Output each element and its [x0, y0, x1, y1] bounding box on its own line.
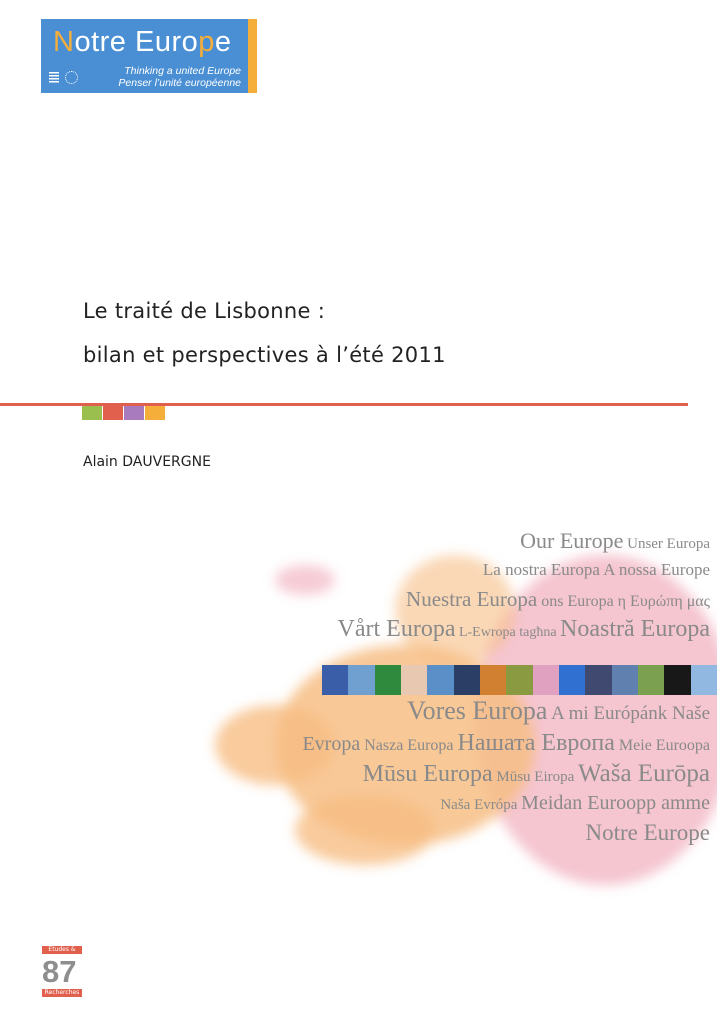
photo-strip — [322, 665, 717, 695]
notre-europe-logo: Notre Europe Thinking a united Europe Pen… — [41, 19, 257, 93]
accent-square — [82, 406, 102, 420]
accent-square — [124, 406, 144, 420]
cover-text-line: Nuestra Europa ons Europa η Ευρώπη μας — [406, 587, 710, 611]
logo-tagline: Thinking a united Europe Penser l’unité e… — [118, 65, 241, 89]
accent-square — [103, 406, 123, 420]
photo-thumbnail — [664, 665, 691, 695]
issue-number: 87 — [42, 954, 77, 989]
series-badge: Etudes & 87 Recherches — [42, 946, 82, 997]
logo-name: Notre Europe — [53, 26, 232, 58]
cover-text-line: Naša Evrópa Meidan Euroopp amme — [440, 792, 710, 814]
accent-square — [145, 406, 165, 420]
photo-thumbnail — [400, 665, 428, 695]
photo-thumbnail — [322, 665, 349, 695]
photo-thumbnail — [558, 665, 586, 695]
cover-text-line: Our Europe Unser Europa — [520, 528, 710, 553]
divider — [0, 403, 688, 406]
photo-thumbnail — [427, 665, 454, 695]
cover-text-line: Vårt Europa L-Ewropa tagħna Noastră Euro… — [337, 616, 710, 642]
title-line-1: Le traité de Lisbonne : — [83, 299, 326, 323]
title-line-2: bilan et perspectives à l’été 2011 — [83, 343, 446, 367]
photo-thumbnail — [637, 665, 665, 695]
photo-thumbnail — [506, 665, 533, 695]
photo-thumbnail — [453, 665, 480, 695]
photo-thumbnail — [611, 665, 638, 695]
cover-text-line: Evropa Nasza Europa Нашата Европа Meie E… — [302, 730, 710, 756]
photo-thumbnail — [585, 665, 612, 695]
photo-thumbnail — [348, 665, 375, 695]
cover-text-line: Vores Europa A mi Európánk Naše — [407, 696, 710, 725]
cover-text-line: Notre Europe — [585, 820, 710, 845]
author: Alain DAUVERGNE — [83, 454, 211, 470]
photo-thumbnail — [690, 665, 717, 695]
photo-thumbnail — [374, 665, 401, 695]
photo-thumbnail — [479, 665, 507, 695]
flag-icon — [49, 72, 59, 83]
cover-text-line: Mūsu Europa Mūsu Eiropa Waša Eurōpa — [362, 760, 710, 787]
photo-thumbnail — [532, 665, 559, 695]
cover-text-line: La nostra Europa A nossa Europe — [482, 560, 710, 579]
eu-stars-icon — [65, 71, 78, 84]
